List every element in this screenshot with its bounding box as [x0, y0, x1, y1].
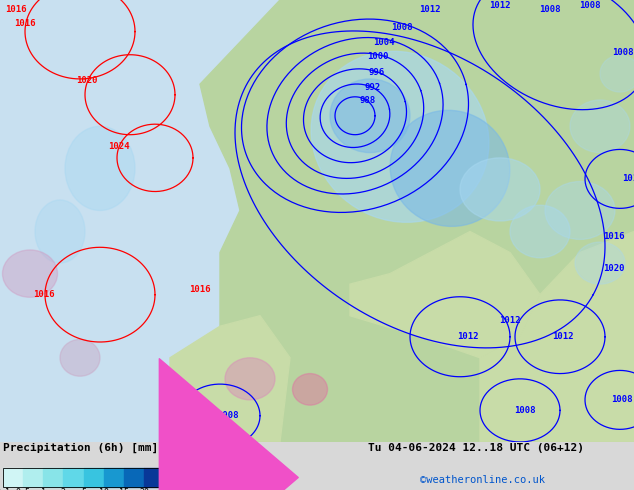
Polygon shape [350, 231, 540, 358]
Polygon shape [200, 0, 634, 442]
Text: 1000: 1000 [367, 52, 389, 61]
Text: ©weatheronline.co.uk: ©weatheronline.co.uk [420, 475, 545, 485]
Polygon shape [480, 231, 634, 442]
Text: 1008: 1008 [540, 5, 560, 14]
Bar [164, 468, 184, 487]
Ellipse shape [600, 55, 634, 92]
Bar [3, 468, 285, 487]
Text: 1016: 1016 [190, 285, 210, 294]
Ellipse shape [575, 242, 625, 284]
Ellipse shape [292, 373, 328, 405]
Text: 40: 40 [219, 489, 230, 490]
Ellipse shape [3, 250, 58, 297]
Ellipse shape [65, 126, 135, 211]
Text: 996: 996 [368, 68, 384, 77]
Bar [124, 468, 144, 487]
Text: 1008: 1008 [217, 411, 239, 420]
Bar [265, 468, 285, 487]
Polygon shape [170, 316, 290, 442]
Ellipse shape [545, 181, 615, 240]
Polygon shape [300, 0, 440, 147]
Ellipse shape [225, 358, 275, 400]
Text: Precipitation (6h) [mm] ECMWF: Precipitation (6h) [mm] ECMWF [3, 443, 198, 453]
Text: 1024: 1024 [108, 142, 129, 150]
Bar [224, 468, 245, 487]
Bar [3, 468, 23, 487]
Text: 1008: 1008 [514, 406, 536, 415]
Bar [104, 468, 124, 487]
Text: 988: 988 [359, 96, 376, 105]
Text: 35: 35 [200, 489, 209, 490]
Text: 1008: 1008 [612, 48, 634, 57]
Ellipse shape [510, 205, 570, 258]
Ellipse shape [570, 100, 630, 152]
Text: 1020: 1020 [76, 76, 98, 85]
Text: 1012: 1012 [457, 332, 479, 341]
Text: 1020: 1020 [604, 264, 625, 273]
Text: 1: 1 [41, 489, 46, 490]
Text: 1012: 1012 [499, 317, 521, 325]
Bar [23, 468, 43, 487]
Text: 20: 20 [139, 489, 149, 490]
Text: 10: 10 [99, 489, 108, 490]
Bar [204, 468, 224, 487]
Text: 992: 992 [364, 83, 380, 92]
Text: 1016: 1016 [33, 290, 55, 299]
Text: 1004: 1004 [373, 38, 395, 47]
Text: 1012: 1012 [489, 1, 511, 10]
Bar [184, 468, 204, 487]
Ellipse shape [330, 79, 410, 152]
Text: 1012: 1012 [419, 5, 441, 14]
Text: 5: 5 [81, 489, 86, 490]
Text: 1012: 1012 [552, 332, 574, 341]
Bar [63, 468, 84, 487]
Text: 30: 30 [179, 489, 190, 490]
Ellipse shape [60, 340, 100, 376]
Text: 0.1: 0.1 [0, 489, 11, 490]
Text: 1008: 1008 [611, 395, 633, 404]
Bar [245, 468, 265, 487]
Text: 0.5: 0.5 [16, 489, 30, 490]
Text: 1016: 1016 [5, 5, 27, 14]
Ellipse shape [390, 110, 510, 226]
Text: 1008: 1008 [579, 1, 601, 10]
Text: 1008: 1008 [391, 23, 413, 32]
Text: 25: 25 [159, 489, 169, 490]
Bar [144, 468, 164, 487]
Text: Tu 04-06-2024 12..18 UTC (06+12): Tu 04-06-2024 12..18 UTC (06+12) [368, 443, 584, 453]
Text: 2: 2 [61, 489, 66, 490]
Text: 15: 15 [119, 489, 129, 490]
Text: 50: 50 [260, 489, 270, 490]
Text: 1016: 1016 [604, 232, 625, 241]
Bar [43, 468, 63, 487]
Text: 1016: 1016 [14, 19, 36, 27]
Ellipse shape [311, 51, 489, 222]
Text: 1012: 1012 [622, 174, 634, 183]
Bar [84, 468, 104, 487]
Text: 45: 45 [240, 489, 250, 490]
Ellipse shape [35, 200, 85, 263]
Ellipse shape [460, 158, 540, 221]
